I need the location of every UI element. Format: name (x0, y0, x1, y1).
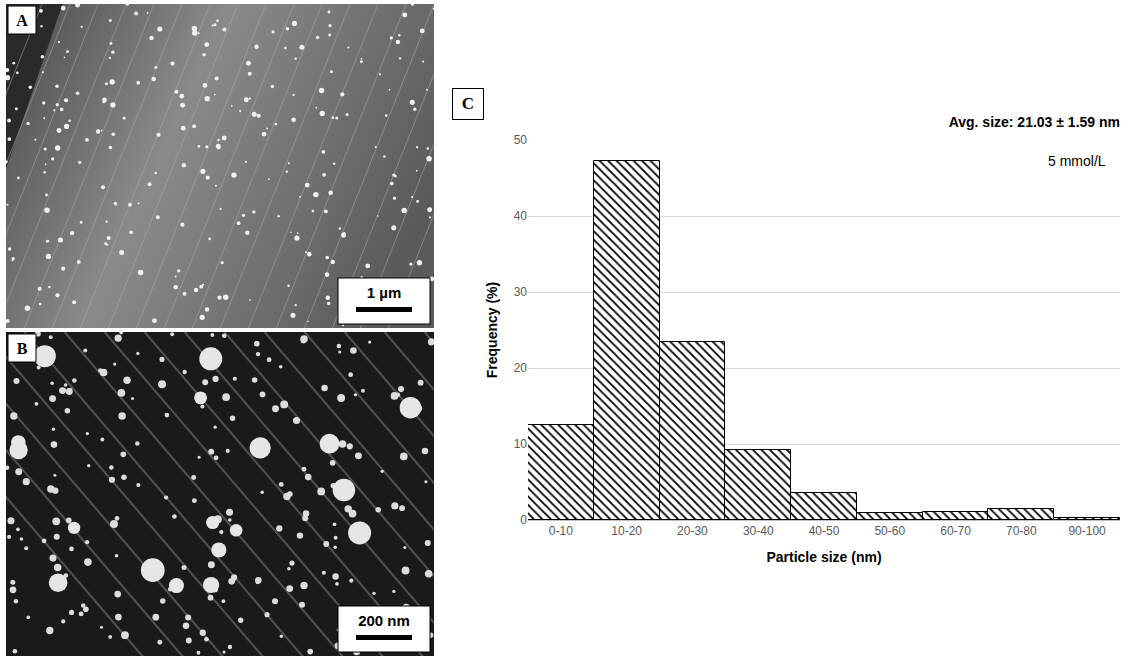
svg-text:Particle size (nm): Particle size (nm) (766, 549, 881, 565)
svg-text:30-40: 30-40 (743, 524, 774, 538)
svg-text:60-70: 60-70 (940, 524, 971, 538)
svg-text:30: 30 (514, 285, 528, 299)
svg-text:40-50: 40-50 (809, 524, 840, 538)
svg-text:90-100: 90-100 (1068, 524, 1106, 538)
svg-text:Frequency (%): Frequency (%) (484, 282, 500, 378)
svg-text:0: 0 (520, 513, 527, 527)
svg-text:0-10: 0-10 (549, 524, 573, 538)
svg-text:A: A (16, 12, 28, 29)
svg-text:1 µm: 1 µm (367, 284, 402, 301)
html-text:C: C (461, 94, 475, 113)
svg-text:Avg. size: 21.03 ± 1.59 nm: Avg. size: 21.03 ± 1.59 nm (949, 114, 1120, 130)
svg-text:5 mmol/L: 5 mmol/L (1048, 153, 1106, 169)
svg-text:70-80: 70-80 (1006, 524, 1037, 538)
svg-text:20: 20 (514, 361, 528, 375)
svg-text:20-30: 20-30 (677, 524, 708, 538)
svg-text:10: 10 (514, 437, 528, 451)
svg-text:50: 50 (514, 133, 528, 147)
svg-text:10-20: 10-20 (611, 524, 642, 538)
svg-text:200 nm: 200 nm (358, 612, 410, 629)
svg-text:40: 40 (514, 209, 528, 223)
svg-text:B: B (17, 340, 28, 357)
svg-text:50-60: 50-60 (874, 524, 905, 538)
